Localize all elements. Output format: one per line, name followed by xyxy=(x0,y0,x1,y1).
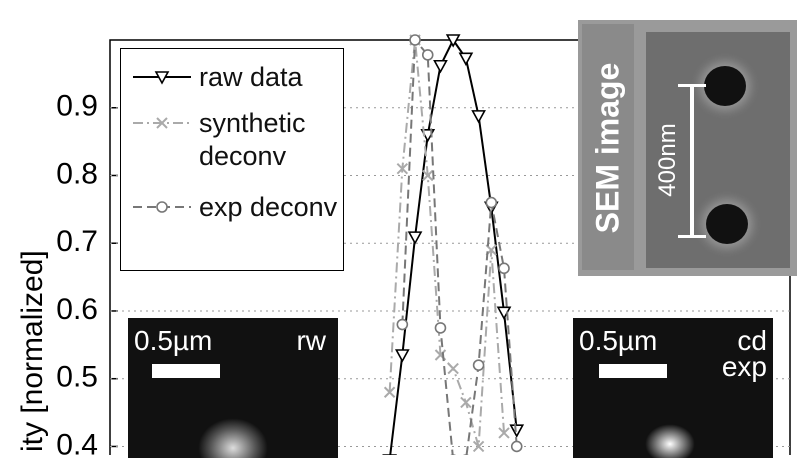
scale-cap xyxy=(678,84,706,87)
sem-image: 400nm xyxy=(646,32,790,268)
marker xyxy=(434,322,447,334)
marker xyxy=(460,396,472,409)
scale-label: 0.5µm xyxy=(579,325,658,356)
marker xyxy=(498,427,510,439)
legend-entry: raw data xyxy=(199,62,303,92)
marker xyxy=(396,318,409,331)
marker xyxy=(498,262,510,275)
legend: raw data synthetic deconv exp deconv xyxy=(120,48,344,271)
marker xyxy=(383,386,396,398)
marker xyxy=(510,440,523,453)
spot xyxy=(645,424,695,458)
y-tick-label: 0.5 xyxy=(56,361,98,394)
y-tick-label: 0.9 xyxy=(56,90,98,123)
sem-hole xyxy=(704,66,746,106)
y-tick-label: 0.4 xyxy=(56,428,98,455)
sem-hole xyxy=(706,204,748,244)
sem-label: SEM image xyxy=(589,62,626,234)
spot xyxy=(198,418,268,458)
legend-entry: synthetic deconv xyxy=(199,108,306,171)
series-line xyxy=(401,37,518,455)
marker xyxy=(394,349,410,363)
series-line xyxy=(389,38,518,455)
inset-label: cd xyxy=(737,325,767,356)
scale-label: 0.5µm xyxy=(134,325,213,356)
marker xyxy=(458,52,474,66)
sem-label-frame xyxy=(582,24,634,270)
scale-bar xyxy=(690,84,694,238)
inset-label: rw xyxy=(296,325,326,356)
marker xyxy=(422,169,434,182)
marker xyxy=(396,163,409,175)
scale-bar xyxy=(599,364,667,378)
scale-label: 400nm xyxy=(654,123,681,197)
scale-cap xyxy=(678,235,706,238)
marker xyxy=(485,196,498,209)
marker xyxy=(447,362,459,375)
series-line xyxy=(388,39,506,447)
y-tick-label: 0.8 xyxy=(56,157,98,190)
marker xyxy=(445,34,461,48)
marker xyxy=(472,440,485,453)
legend-marker xyxy=(154,71,170,85)
marker xyxy=(407,231,423,245)
marker xyxy=(433,59,448,74)
marker xyxy=(421,49,434,61)
marker xyxy=(472,359,485,371)
legend-marker xyxy=(156,117,168,129)
marker xyxy=(471,110,486,124)
legend-entry: exp deconv xyxy=(199,192,338,222)
y-axis-label: ity [normalized] xyxy=(16,250,49,452)
scale-bar xyxy=(152,364,220,378)
marker xyxy=(409,34,421,46)
rw-inset: 0.5µm rw xyxy=(128,318,338,458)
sem-inset: SEM image 400nm xyxy=(578,20,797,276)
inset-label: exp xyxy=(721,351,767,382)
y-tick-label: 0.6 xyxy=(56,293,98,326)
cd-inset: 0.5µm cd exp xyxy=(573,318,773,458)
marker xyxy=(509,424,525,438)
legend-samples xyxy=(133,71,191,213)
legend-marker xyxy=(156,201,168,213)
y-tick-label: 0.7 xyxy=(56,225,98,258)
